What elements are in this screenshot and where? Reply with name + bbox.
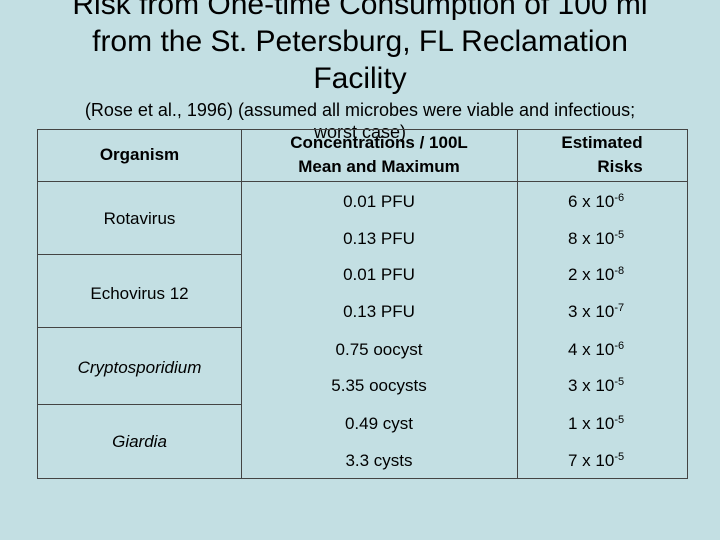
conc-value: 0.49 cyst [344,414,414,433]
risk-value: 3 x 10-5 [568,376,625,395]
risk-value: 3 x 10-7 [568,302,625,321]
slide-title: Risk from One-time Consumption of 100 ml… [0,0,720,97]
risk-exponent: -5 [614,451,625,463]
risk-value: 2 x 10-8 [568,265,625,284]
risk-exponent: -6 [614,192,625,204]
conc-value: 0.13 PFU [343,302,415,321]
title-line-2: from the St. Petersburg, FL Reclamation [92,25,628,58]
title-line-1: Risk from One-time Consumption of 100 ml [72,0,648,21]
organism-cryptosporidium: Cryptosporidium [77,358,202,377]
organism-echovirus-12: Echovirus 12 [90,284,189,303]
header-divider [38,181,687,182]
risk-value: 7 x 10-5 [568,451,625,470]
conc-value: 0.13 PFU [343,229,415,248]
header-mean-max: Mean and Maximum [298,157,460,176]
row-divider-1 [38,254,241,255]
conc-value: 5.35 oocysts [331,376,427,395]
conc-value: 0.01 PFU [343,192,415,211]
subtitle-line-2: worst case) [313,122,407,142]
risk-value: 1 x 10-5 [568,414,625,433]
risk-exponent: -6 [614,340,625,352]
header-concentrations: Concentrations / 100L [290,133,468,152]
header-estimated: Estimated [561,133,643,152]
conc-value: 0.01 PFU [343,265,415,284]
conc-value: 3.3 cysts [345,451,413,470]
conc-value: 0.75 oocyst [335,340,423,359]
risk-exponent: -8 [614,265,625,277]
header-organism: Organism [99,145,180,164]
subtitle-line-1: (Rose et al., 1996) (assumed all microbe… [84,100,636,120]
risk-exponent: -5 [614,414,625,426]
risk-value: 4 x 10-6 [568,340,625,359]
risk-exponent: -5 [614,376,625,388]
header-risks: Risks [597,157,643,176]
organism-rotavirus: Rotavirus [103,209,176,228]
risk-table: Organism Concentrations / 100L Mean and … [37,129,688,479]
slide-subtitle: (Rose et al., 1996) (assumed all microbe… [0,99,720,142]
title-line-3: Facility [313,62,407,95]
risk-exponent: -7 [614,302,625,314]
row-divider-3 [38,404,241,405]
row-divider-2 [38,327,241,328]
organism-giardia: Giardia [112,432,167,451]
risk-value: 8 x 10-5 [568,229,625,248]
column-divider-1 [241,130,242,478]
risk-value: 6 x 10-6 [568,192,625,211]
risk-exponent: -5 [614,229,625,241]
column-divider-2 [517,130,518,478]
